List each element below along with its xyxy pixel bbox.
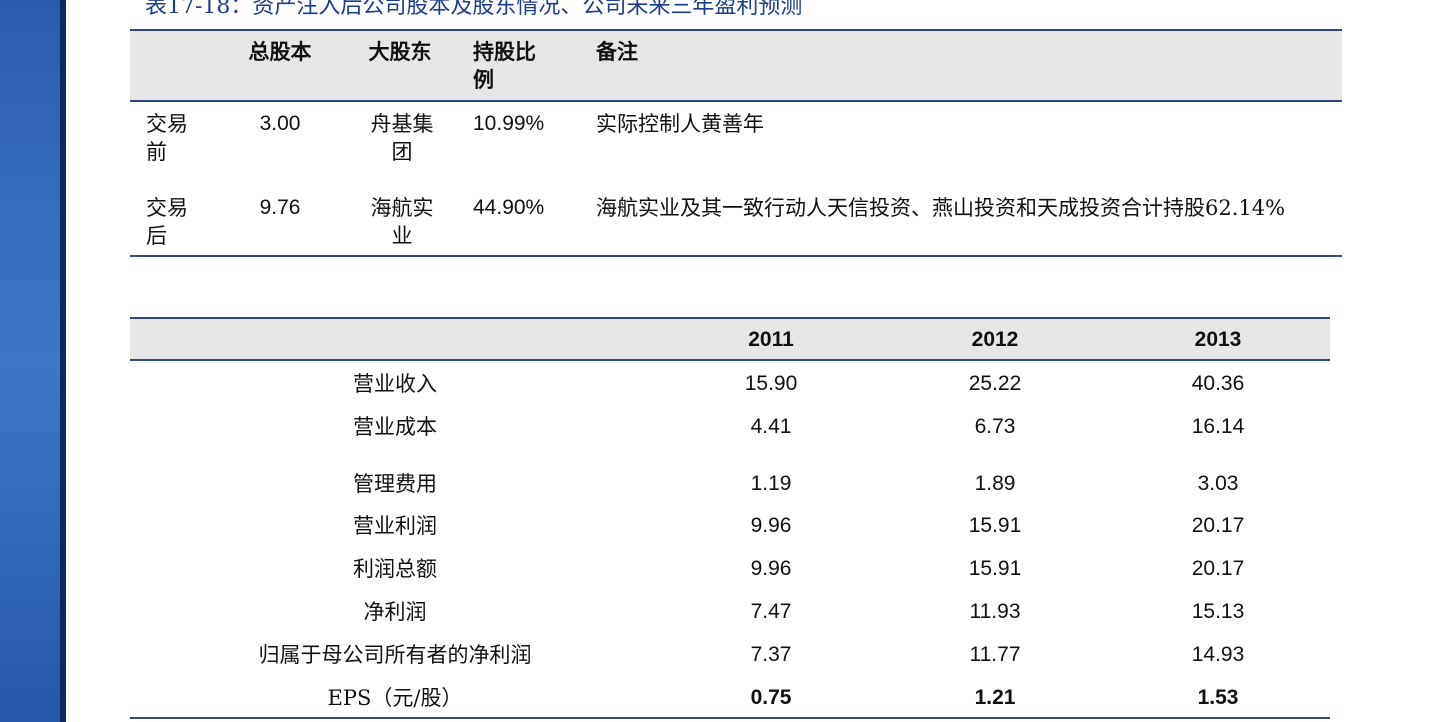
column-header: 2013 — [1194, 328, 1242, 351]
cell: 16.14 — [1191, 415, 1245, 438]
cell: 14.93 — [1191, 643, 1245, 666]
cell: 10.99% — [473, 112, 545, 135]
column-header: 2011 — [748, 328, 794, 351]
header-band — [130, 30, 1342, 100]
cell: 海航实业及其一致行动人天信投资、燕山投资和天成投资合计持股62.14% — [596, 196, 1286, 220]
row-label: 归属于母公司所有者的净利润 — [258, 643, 532, 667]
row-label: EPS（元/股） — [327, 686, 463, 710]
column-header: 2012 — [971, 328, 1019, 351]
cell: 40.36 — [1191, 372, 1245, 395]
cell: 3.00 — [259, 112, 301, 135]
column-header: 持股比例 — [473, 39, 536, 92]
cell: 44.90% — [473, 196, 545, 219]
cell: 1.89 — [974, 472, 1016, 495]
cell: 7.37 — [750, 643, 792, 666]
rule — [130, 255, 1342, 257]
cell: 实际控制人黄善年 — [596, 112, 764, 136]
row-label: 交易前 — [146, 112, 188, 164]
cell: 1.21 — [974, 686, 1016, 709]
row-label: 利润总额 — [353, 557, 437, 581]
rule — [130, 359, 1330, 361]
row-label: 净利润 — [363, 600, 427, 624]
cell: 25.22 — [968, 372, 1022, 395]
cell: 15.90 — [744, 372, 798, 395]
cell: 4.41 — [750, 415, 792, 438]
cell: 11.77 — [969, 643, 1021, 666]
header-band — [130, 318, 1330, 360]
rule — [130, 717, 1330, 719]
row-label: 营业收入 — [353, 372, 437, 396]
cell: 0.75 — [750, 686, 792, 709]
title: 表17-18：资产注入后公司股本及股东情况、公司未来三年盈利预测 — [145, 0, 803, 19]
column-header: 备注 — [596, 39, 638, 64]
cell: 6.73 — [974, 415, 1016, 438]
row-label: 营业利润 — [353, 514, 437, 538]
row-label: 管理费用 — [353, 472, 437, 496]
cell: 15.91 — [968, 514, 1022, 537]
cell: 海航实业 — [370, 196, 434, 248]
side-strip-edge — [60, 0, 66, 722]
cell: 1.19 — [750, 472, 792, 495]
rule — [130, 29, 1342, 31]
row-label: 营业成本 — [353, 415, 437, 439]
rule — [130, 317, 1330, 319]
cell: 1.53 — [1197, 686, 1239, 709]
cell: 20.17 — [1191, 557, 1245, 580]
side-strip — [0, 0, 60, 722]
row-label: 交易后 — [146, 196, 188, 248]
cell: 9.76 — [259, 196, 301, 219]
cell: 11.93 — [969, 600, 1021, 623]
cell: 9.96 — [750, 514, 792, 537]
cell: 15.91 — [968, 557, 1022, 580]
cell: 3.03 — [1197, 472, 1239, 495]
cell: 9.96 — [750, 557, 792, 580]
rule — [130, 100, 1342, 102]
cell: 7.47 — [750, 600, 792, 623]
cell: 15.13 — [1191, 600, 1245, 623]
column-header: 大股东 — [368, 39, 432, 64]
cell: 20.17 — [1191, 514, 1245, 537]
column-header: 总股本 — [248, 39, 312, 64]
cell: 舟基集团 — [370, 112, 434, 164]
